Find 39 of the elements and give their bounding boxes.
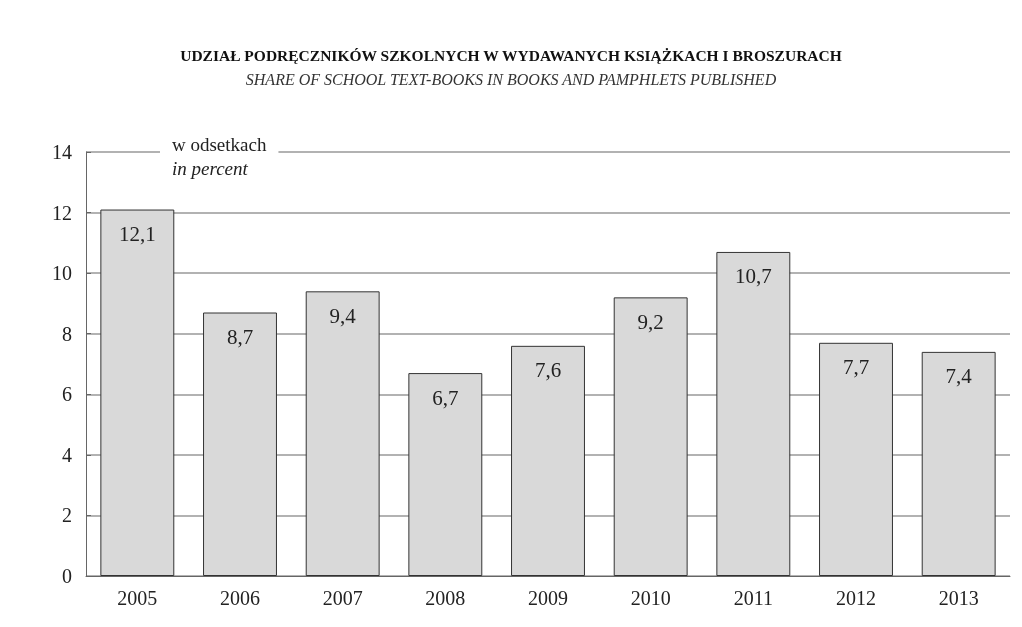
data-label: 8,7 <box>226 325 254 350</box>
data-label: 7,4 <box>945 364 973 389</box>
data-label: 7,6 <box>534 358 562 383</box>
data-label: 9,2 <box>637 309 664 334</box>
y-tick-label: 10 <box>52 262 72 285</box>
bar <box>100 209 175 576</box>
y-tick-label: 0 <box>62 565 72 587</box>
bar <box>716 251 791 576</box>
y-tick-label: 4 <box>62 443 72 466</box>
y-tick-label: 12 <box>52 201 72 224</box>
bar <box>613 297 688 576</box>
bar <box>203 312 277 576</box>
x-tick-label: 2009 <box>528 587 568 609</box>
y-axis-title: w odsetkach <box>172 134 267 155</box>
y-tick-label: 2 <box>62 504 72 527</box>
bar <box>305 291 380 576</box>
bar <box>511 345 585 576</box>
bar <box>819 342 893 576</box>
bar <box>921 351 996 576</box>
x-tick-label: 2011 <box>733 587 773 609</box>
x-tick-label: 2012 <box>836 587 876 609</box>
data-label: 9,4 <box>329 303 357 328</box>
x-tick-label: 2008 <box>425 587 466 609</box>
x-tick-label: 2013 <box>938 587 979 609</box>
annotation: in percent <box>172 158 249 179</box>
x-tick-label: 2005 <box>117 587 158 609</box>
bar <box>408 373 483 576</box>
chart-subtitle: SHARE OF SCHOOL TEXT-BOOKS IN BOOKS AND PAMPHLETS PUBLISHED <box>245 70 777 88</box>
x-tick-label: 2007 <box>322 587 363 609</box>
y-tick-label: 8 <box>62 322 72 345</box>
x-tick-label: 2010 <box>630 587 671 609</box>
data-label: 10,7 <box>734 264 772 289</box>
y-tick-label: 14 <box>52 141 72 163</box>
data-label: 6,7 <box>432 385 459 410</box>
y-tick-label: 6 <box>62 383 72 406</box>
data-label: 12,1 <box>118 222 156 247</box>
chart-title: UDZIAŁ PODRĘCZNIKÓW SZKOLNYCH W WYDAWANYCH KSIĄŻKACH I BROSZURACH <box>180 46 842 64</box>
data-label: 7,7 <box>842 355 870 380</box>
x-tick-label: 2006 <box>220 587 260 609</box>
